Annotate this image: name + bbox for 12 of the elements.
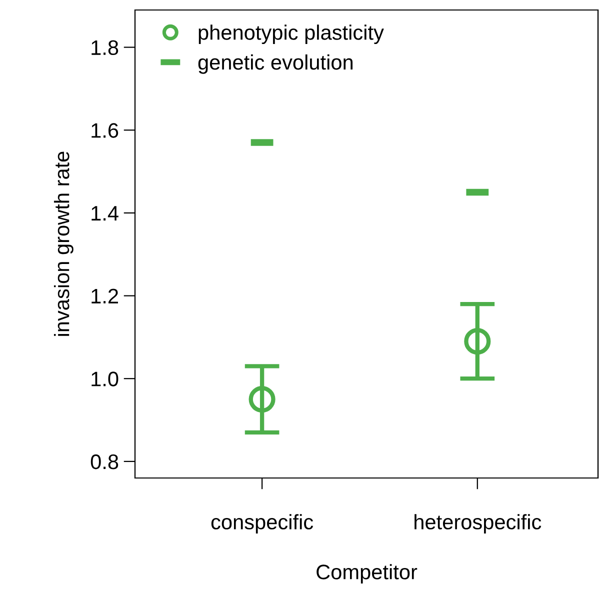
- legend-label: phenotypic plasticity: [198, 24, 384, 44]
- y-tick-label: 1.0: [92, 372, 118, 386]
- x-tick-label: conspecific: [211, 514, 314, 534]
- y-tick-label: 1.4: [92, 206, 118, 220]
- x-axis-title: Competitor: [316, 564, 418, 584]
- x-tick-label: heterospecific: [414, 514, 542, 534]
- y-tick-label: 1.8: [92, 40, 118, 56]
- legend-label: genetic evolution: [198, 54, 353, 74]
- y-tick-label: 1.6: [92, 123, 118, 138]
- y-tick-label: 0.8: [90, 454, 118, 470]
- y-axis-title: invasion growth rate: [54, 152, 74, 336]
- y-tick-label: 1.2: [92, 288, 118, 304]
